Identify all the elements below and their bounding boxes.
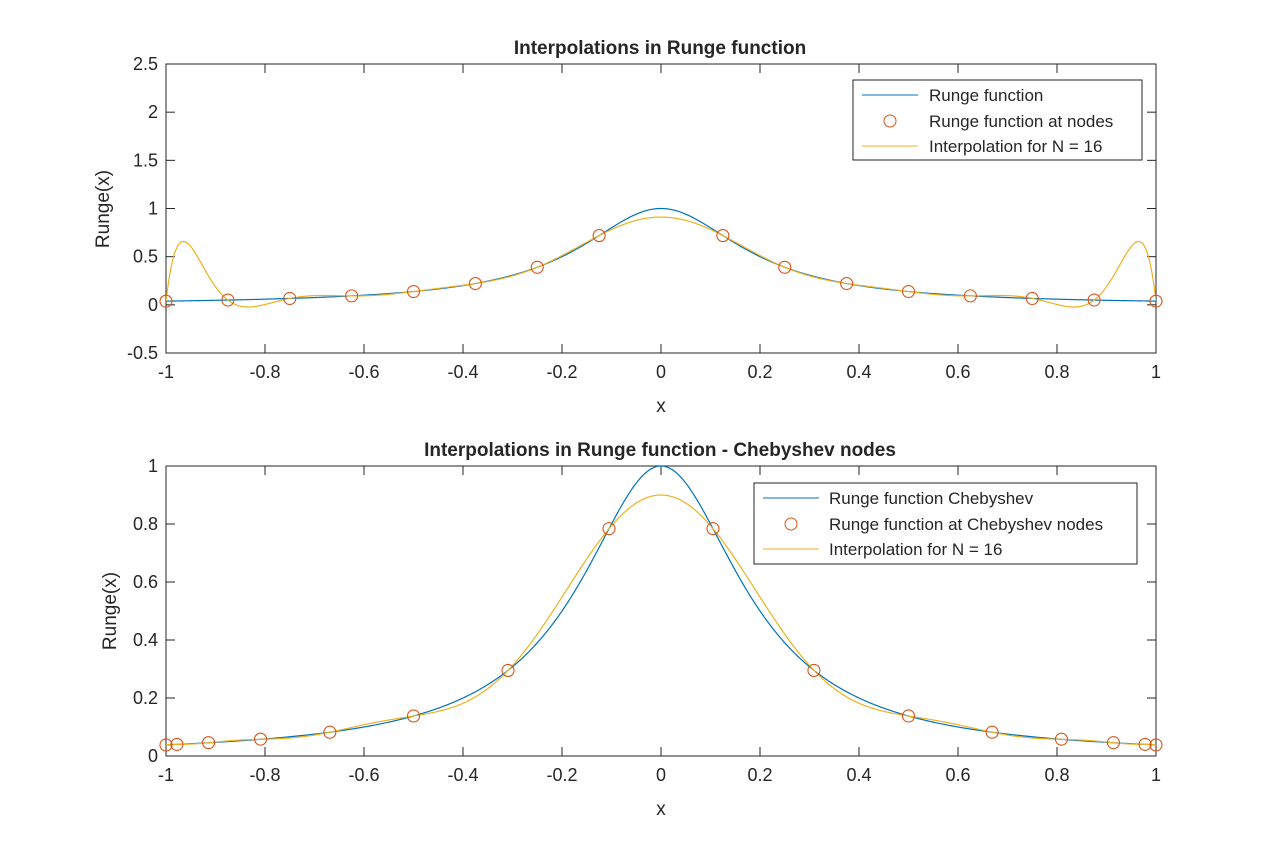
y-tick-label: 0.2 [133,688,158,708]
x-tick-label: -0.4 [447,362,478,382]
top-x-ticks: -1 -0.8 -0.6 -0.4 -0.2 0 0.2 0.4 0.6 0.8 1 [158,64,1161,382]
x-tick-label: 0 [656,362,666,382]
x-tick-label: 0.6 [945,765,970,785]
top-series-clip [166,207,1156,308]
bottom-y-ticks: 0 0.2 0.4 0.6 0.8 1 [133,456,1156,766]
top-node-marker [1087,293,1101,307]
bot-node-marker [253,732,268,746]
top-x-axis-label: x [656,396,666,417]
top-y-axis-label: Runge(x) [93,170,114,248]
top-node-marker [468,276,482,291]
bottom-legend: Runge function Chebyshev Runge function … [753,482,1138,565]
x-tick-label: -0.2 [546,362,577,382]
bot-node-marker [159,738,173,752]
y-tick-label: 0 [148,295,158,315]
top-legend: Runge function Runge function at nodes I… [852,79,1143,161]
x-tick-label: 0.6 [945,362,970,382]
x-tick-label: 0 [656,765,666,785]
x-tick-label: -0.2 [546,765,577,785]
top-node-marker [221,293,235,307]
top-node-marker [1149,294,1163,308]
bot-node-marker [170,737,184,751]
top-chart-title: Interpolations in Runge function [514,38,806,59]
bottom-series-layer [159,466,1163,752]
bottom-legend-box [753,482,1138,565]
x-tick-label: 0.8 [1044,362,1069,382]
bottom-x-axis-label: x [656,799,666,820]
bot-node-marker [1138,737,1152,751]
subplot-bottom: Interpolations in Runge function - Cheby… [100,440,1163,820]
x-tick-label: -0.6 [348,362,379,382]
x-tick-label: -0.6 [348,765,379,785]
top-node-marker [716,229,730,243]
top-y-ticks: -0.5 0 0.5 1 1.5 2 2.5 [127,54,1156,363]
y-tick-label: 1 [148,456,158,476]
x-tick-label: -1 [158,765,174,785]
bottom-legend-nodes-marker [784,517,798,531]
y-tick-label: 0.8 [133,514,158,534]
top-node-marker [159,294,173,308]
bottom-legend-runge-label: Runge function Chebyshev [829,489,1034,508]
top-node-marker [1025,291,1039,306]
bot-node-marker [901,709,916,723]
bot-node-marker [706,522,720,536]
y-tick-label: 0.4 [133,630,158,650]
subplot-top: Interpolations in Runge function -1 -0.8-… [93,38,1163,417]
top-node-marker [840,276,854,291]
top-legend-box [852,79,1143,161]
bot-interpolation-line [166,494,1156,746]
top-node-marker [283,291,297,306]
x-tick-label: 0.2 [747,765,772,785]
top-node-marker [963,289,977,303]
top-legend-nodes-label: Runge function at nodes [929,112,1113,131]
x-tick-label: -1 [158,362,174,382]
x-tick-label: 0.2 [747,362,772,382]
bot-node-marker [406,709,421,723]
bot-node-marker [1106,736,1120,750]
bot-node-marker [202,736,216,750]
x-tick-label: 0.4 [846,765,871,785]
bottom-x-ticks: -1 -0.8 -0.6 -0.4 -0.2 0 0.2 0.4 0.6 0.8 1 [158,466,1161,785]
bot-node-marker [501,663,515,678]
x-tick-label: 0.8 [1044,765,1069,785]
top-runge-line [166,207,1156,302]
y-tick-label: 1.5 [133,150,158,170]
bot-node-marker [323,725,337,739]
y-tick-label: 0 [148,746,158,766]
bottom-legend-nodes-label: Runge function at Chebyshev nodes [829,515,1103,534]
bot-node-marker [1054,732,1069,746]
bot-node-marker [985,725,999,739]
y-tick-label: 0.5 [133,247,158,267]
y-tick-label: 2.5 [133,54,158,74]
top-node-marker [901,284,916,299]
bot-node-marker [602,522,616,536]
y-tick-label: 0.6 [133,572,158,592]
bot-series-clip [166,466,1156,746]
x-tick-label: 1 [1151,362,1161,382]
x-tick-label: -0.8 [249,765,280,785]
x-tick-label: 1 [1151,765,1161,785]
x-tick-label: 0.4 [846,362,871,382]
y-tick-label: 1 [148,199,158,219]
bottom-y-axis-label: Runge(x) [100,572,121,650]
top-node-marker [530,260,544,274]
top-legend-runge-label: Runge function [929,86,1043,105]
bot-node-marker [807,663,821,678]
bot-node-marker [1149,738,1163,752]
top-series-layer [159,207,1163,308]
top-legend-interp-label: Interpolation for N = 16 [929,137,1102,156]
top-node-marker [406,284,421,299]
top-node-marker [778,260,792,274]
top-node-marker [345,289,359,303]
x-tick-label: -0.8 [249,362,280,382]
top-node-marker [592,229,606,243]
y-tick-label: 2 [148,102,158,122]
bottom-legend-interp-label: Interpolation for N = 16 [829,540,1002,559]
y-tick-label: -0.5 [127,343,158,363]
top-interpolation-line [166,216,1156,308]
x-tick-label: -0.4 [447,765,478,785]
top-legend-nodes-marker [883,114,897,128]
bottom-chart-title: Interpolations in Runge function - Cheby… [424,440,896,461]
